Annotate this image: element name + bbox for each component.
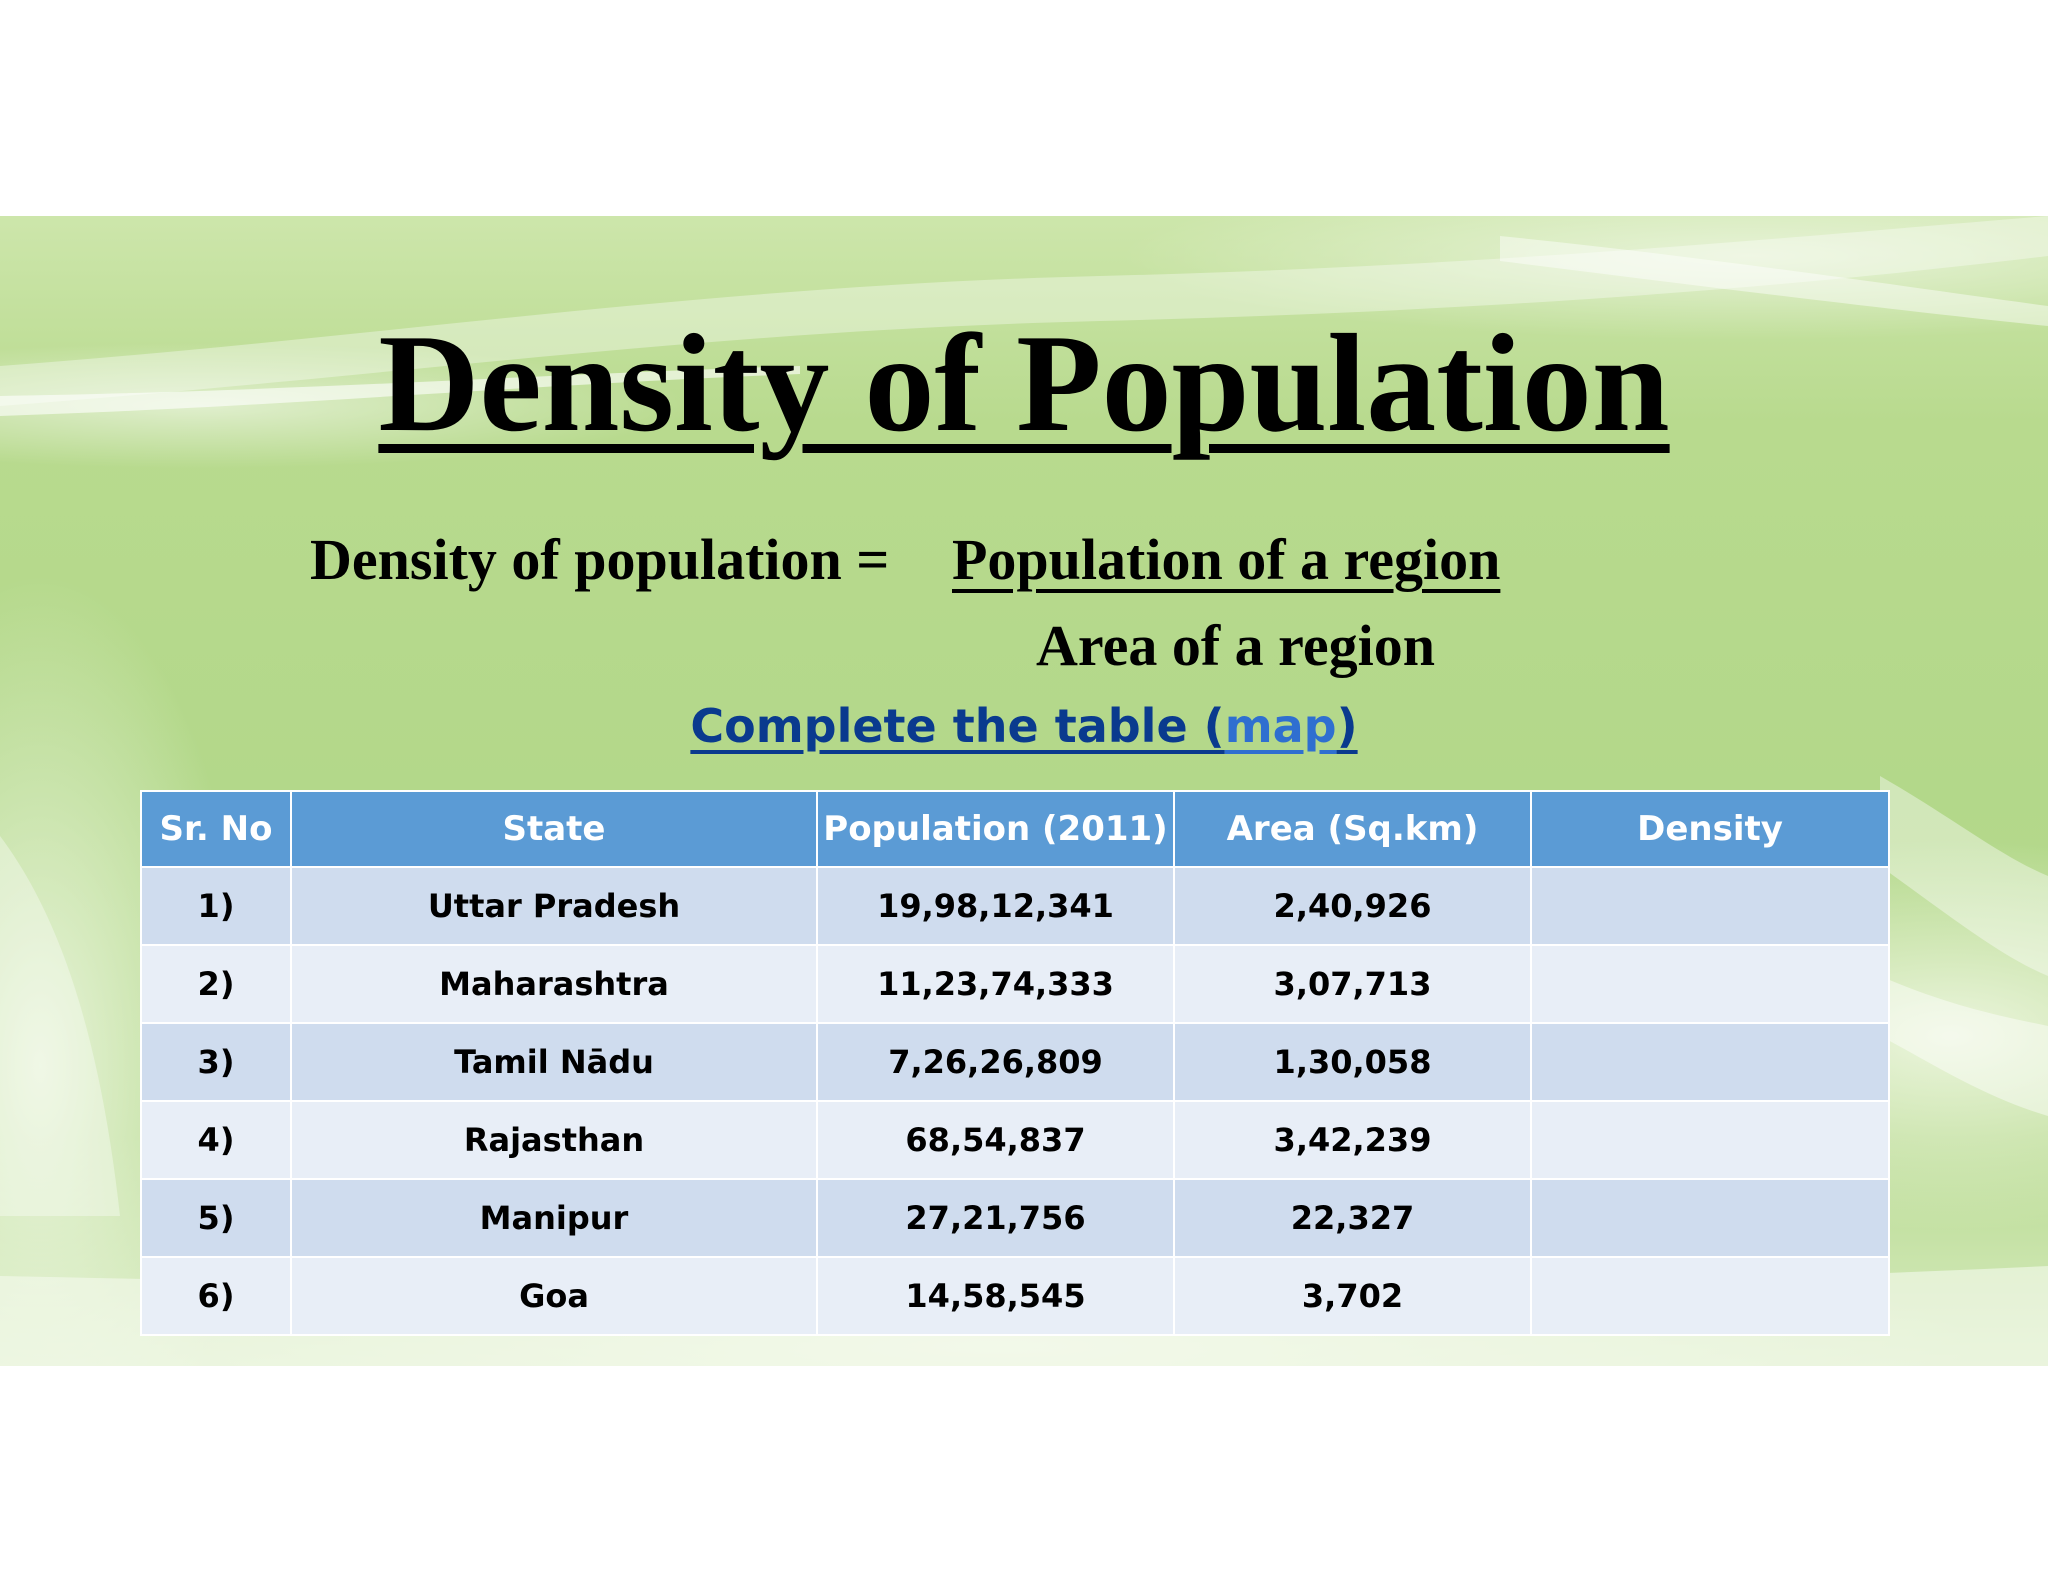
cell-population: 68,54,837 <box>816 1100 1175 1180</box>
table-row: 3) Tamil Nādu 7,26,26,809 1,30,058 <box>140 1022 1890 1102</box>
table-row: 1) Uttar Pradesh 19,98,12,341 2,40,926 <box>140 866 1890 946</box>
cell-state: Uttar Pradesh <box>290 866 818 946</box>
cell-area: 1,30,058 <box>1173 1022 1532 1102</box>
cell-area: 3,42,239 <box>1173 1100 1532 1180</box>
slide: Density of Population Density of populat… <box>0 216 2048 1366</box>
table-header-row: Sr. No State Population (2011) Area (Sq.… <box>140 790 1890 868</box>
cell-sr-no: 3) <box>140 1022 292 1102</box>
cell-density <box>1530 1256 1890 1336</box>
header-population: Population (2011) <box>816 790 1175 868</box>
table-row: 5) Manipur 27,21,756 22,327 <box>140 1178 1890 1258</box>
table-row: 2) Maharashtra 11,23,74,333 3,07,713 <box>140 944 1890 1024</box>
cell-state: Goa <box>290 1256 818 1336</box>
table-row: 6) Goa 14,58,545 3,702 <box>140 1256 1890 1336</box>
header-state: State <box>290 790 818 868</box>
cell-density <box>1530 1178 1890 1258</box>
cell-state: Tamil Nādu <box>290 1022 818 1102</box>
cell-density <box>1530 944 1890 1024</box>
task-text: Complete the table ( <box>690 699 1225 753</box>
header-sr-no: Sr. No <box>140 790 292 868</box>
table-row: 4) Rajasthan 68,54,837 3,42,239 <box>140 1100 1890 1180</box>
cell-population: 19,98,12,341 <box>816 866 1175 946</box>
cell-state: Maharashtra <box>290 944 818 1024</box>
slide-title-text: Density of Population <box>378 306 1670 461</box>
header-density: Density <box>1530 790 1890 868</box>
cell-sr-no: 2) <box>140 944 292 1024</box>
formula-lhs: Density of population = <box>310 527 890 592</box>
cell-area: 2,40,926 <box>1173 866 1532 946</box>
task-close: ) <box>1336 699 1358 753</box>
cell-population: 7,26,26,809 <box>816 1022 1175 1102</box>
cell-population: 27,21,756 <box>816 1178 1175 1258</box>
map-link[interactable]: map <box>1224 699 1337 753</box>
cell-sr-no: 5) <box>140 1178 292 1258</box>
cell-sr-no: 4) <box>140 1100 292 1180</box>
cell-population: 11,23,74,333 <box>816 944 1175 1024</box>
formula-denominator: Area of a region <box>1036 613 1435 678</box>
cell-population: 14,58,545 <box>816 1256 1175 1336</box>
header-area: Area (Sq.km) <box>1173 790 1532 868</box>
slide-title: Density of Population <box>0 314 2048 454</box>
cell-density <box>1530 1100 1890 1180</box>
cell-area: 3,702 <box>1173 1256 1532 1336</box>
cell-area: 22,327 <box>1173 1178 1532 1258</box>
cell-sr-no: 1) <box>140 866 292 946</box>
cell-area: 3,07,713 <box>1173 944 1532 1024</box>
formula-numerator: Population of a region <box>952 527 1501 592</box>
cell-state: Manipur <box>290 1178 818 1258</box>
cell-density <box>1530 866 1890 946</box>
cell-state: Rajasthan <box>290 1100 818 1180</box>
cell-density <box>1530 1022 1890 1102</box>
cell-sr-no: 6) <box>140 1256 292 1336</box>
task-instruction: Complete the table (map) <box>0 699 2048 753</box>
population-table: Sr. No State Population (2011) Area (Sq.… <box>140 790 1890 1336</box>
